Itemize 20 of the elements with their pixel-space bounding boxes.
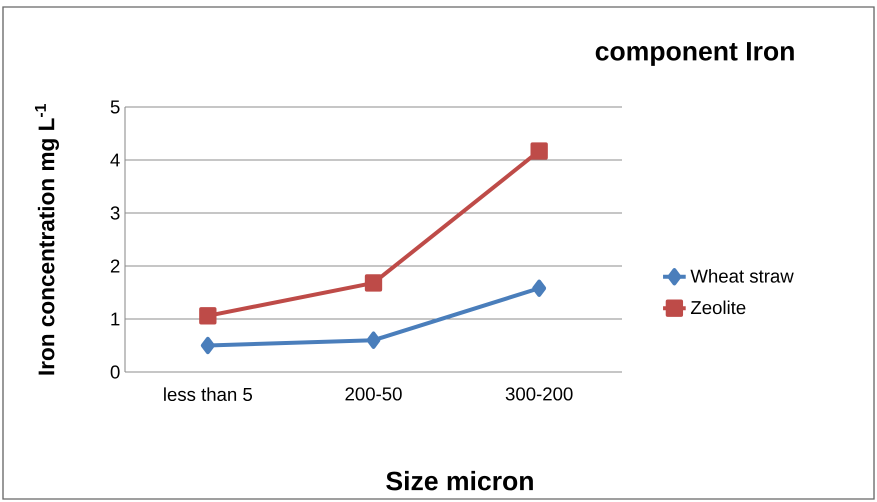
legend-label: Zeolite: [690, 300, 746, 314]
y-tick-label: 3: [110, 206, 120, 220]
y-tick-label: 5: [110, 100, 120, 114]
y-tick-label: 0: [110, 365, 120, 379]
point: [364, 274, 382, 292]
text: component Iron: [596, 42, 794, 66]
x-tick-label: less than 5: [164, 387, 252, 402]
y-tick-label: 4: [110, 154, 120, 166]
point: [366, 332, 380, 349]
point: [199, 307, 216, 324]
x-tick-label: 200-50: [345, 387, 402, 401]
y-tick-label: 1: [111, 312, 120, 326]
x-axis-title: Size micron: [386, 470, 533, 490]
legend-label: Wheat straw: [690, 269, 794, 283]
point: [530, 142, 548, 160]
y-tick-label: 2: [110, 259, 120, 272]
y-axis-title: Iron concentration mg L$^{-1}$: [34, 104, 59, 375]
point: [532, 280, 546, 297]
x-tick-label: 300-200: [506, 387, 573, 401]
point: [200, 336, 215, 354]
